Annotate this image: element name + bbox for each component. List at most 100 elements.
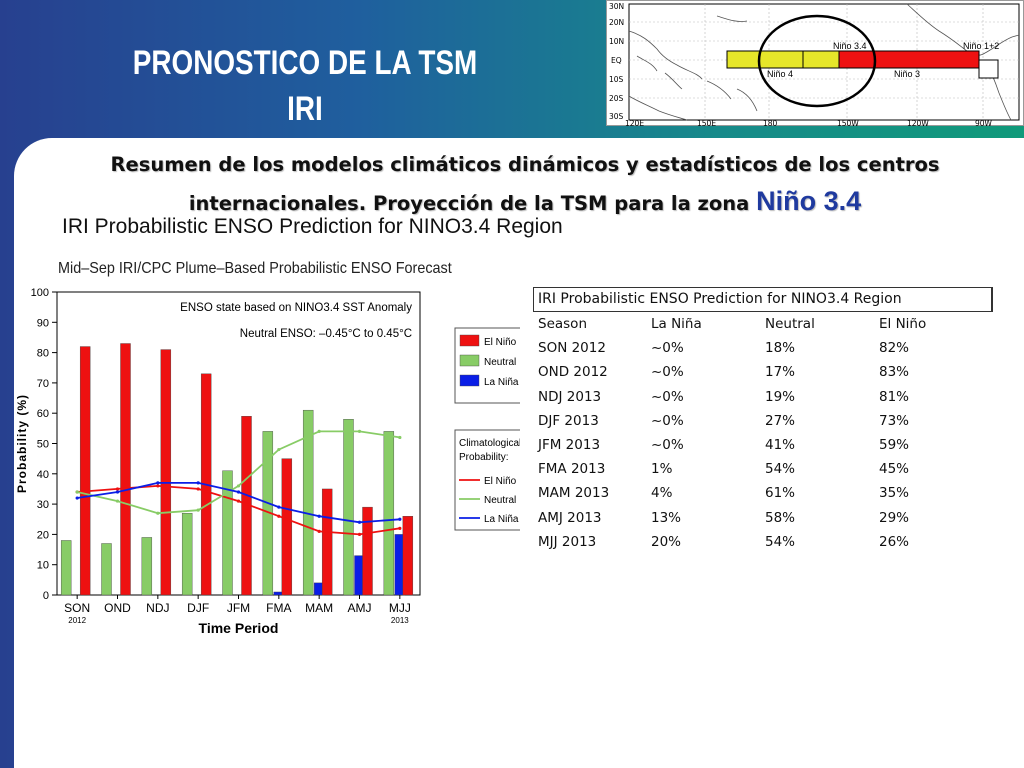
climatology-point [236,490,241,494]
table-cell: NDJ 2013 [538,388,602,405]
annotation-line2: Neutral ENSO: –0.45°C to 0.45°C [240,328,412,340]
lon-label: 150E [697,119,716,127]
table-cell: 29% [879,509,910,526]
bar-neutral [302,409,314,596]
legend-swatch [459,374,480,387]
climatology-point [317,529,321,533]
legend-label: Neutral [484,357,516,368]
climatology-legend-title: Climatological [459,438,520,449]
table-header-cell: Neutral [765,316,815,333]
x-axis-label: Time Period [199,620,279,636]
table-cell: ~0% [651,388,684,405]
table-row: MAM 2013 4% 61% 35% [533,481,979,505]
lat-label: 30N [609,2,624,11]
table-cell: ~0% [651,340,684,357]
table-cell: DJF 2013 [538,412,599,429]
climatology-point [317,514,321,518]
y-tick-label: 100 [31,287,49,299]
table-cell: MAM 2013 [538,485,610,502]
climatology-point [115,490,120,494]
x-tick-label: NDJ [146,601,169,615]
table-cell: 59% [879,437,910,454]
lon-label: 120W [907,119,929,127]
climatology-point [277,505,281,509]
chart-title: Mid–Sep IRI/CPC Plume–Based Probabilisti… [58,260,452,277]
lon-label: 90W [975,119,993,127]
y-tick-label: 10 [37,560,49,572]
climatology-point [357,429,362,433]
table-cell: 82% [879,340,910,357]
climatology-point [115,487,120,491]
table-cell: 54% [765,461,796,478]
probability-table: IRI Probabilistic ENSO Prediction for NI… [533,287,993,554]
table-cell: 1% [651,461,673,478]
lon-label: 120E [625,119,644,127]
table-row: MJJ 2013 20% 54% 26% [533,530,979,554]
table-header-cell: La Niña [651,316,702,333]
climatology-point [196,487,200,491]
table-cell: SON 2012 [538,340,606,357]
x-tick-sublabel: 2012 [68,616,86,625]
table-grid: Season La Niña Neutral El Niño SON 2012 ~… [533,312,979,554]
summary-highlight: Niño 3.4 [756,186,862,216]
table-cell: 83% [879,364,910,381]
region-label-nino12: Niño 1+2 [963,41,999,51]
table-cell: 41% [765,437,796,454]
climatology-point [115,499,120,503]
table-cell: ~0% [651,364,684,381]
table-cell: JFM 2013 [538,437,601,454]
y-axis-label: Probability (%) [15,394,29,493]
y-tick-label: 20 [37,529,49,541]
climatology-point [196,508,200,512]
climatology-point [357,532,362,536]
y-tick-label: 80 [37,348,49,360]
x-tick-label: SON [64,601,90,615]
bar-el-nino [321,488,333,596]
bar-el-nino [79,346,91,596]
table-cell: 18% [765,340,796,357]
legend-label: El Niño [484,337,517,348]
table-cell: 35% [879,485,910,502]
table-cell: AMJ 2013 [538,509,602,526]
summary-text: Resumen de los modelos climáticos dinámi… [50,146,1000,222]
nino34-circle [757,14,877,108]
climatology-point [236,484,241,488]
lat-label: 20N [609,18,624,27]
table-cell: 26% [879,533,910,550]
x-tick-label: OND [104,601,131,615]
bar-neutral [343,419,354,596]
subtitle: IRI Probabilistic ENSO Prediction for NI… [62,215,563,238]
table-cell: 20% [651,533,682,550]
x-tick-sublabel: 2013 [391,616,409,625]
region-label-nino34: Niño 3.4 [833,41,867,51]
climatology-point [75,490,79,494]
lon-label: 150W [837,119,859,127]
table-header-cell: Season [538,316,587,333]
climatology-legend-label: El Niño [484,476,517,487]
table-row: DJF 2013 ~0% 27% 73% [533,409,979,433]
table-cell: 45% [879,461,910,478]
climatology-legend-title: Probability: [459,452,508,463]
table-caption: IRI Probabilistic ENSO Prediction for NI… [533,287,993,312]
lat-label: 20S [609,94,624,103]
legend-swatch [459,354,480,367]
table-cell: 4% [651,485,673,502]
table-row: NDJ 2013 ~0% 19% 81% [533,385,979,409]
x-tick-label: MAM [305,601,333,615]
climatology-legend-label: La Niña [484,514,519,525]
climatology-point [398,517,402,521]
table-cell: 17% [765,364,796,381]
lat-label: EQ [611,56,622,65]
table-row: JFM 2013 ~0% 41% 59% [533,433,979,457]
climatology-point [75,496,79,500]
table-cell: MJJ 2013 [538,533,597,550]
y-tick-label: 60 [37,408,49,420]
table-header-cell: El Niño [879,316,927,333]
climatology-point [156,481,160,485]
lon-label: 180 [763,119,778,127]
summary-line2: internacionales. Proyección de la TSM pa… [50,183,1000,222]
table-row: OND 2012 ~0% 17% 83% [533,360,979,384]
slide-title: PRONOSTICO DE LA TSM IRI [112,40,497,132]
legend-label: La Niña [484,377,519,388]
